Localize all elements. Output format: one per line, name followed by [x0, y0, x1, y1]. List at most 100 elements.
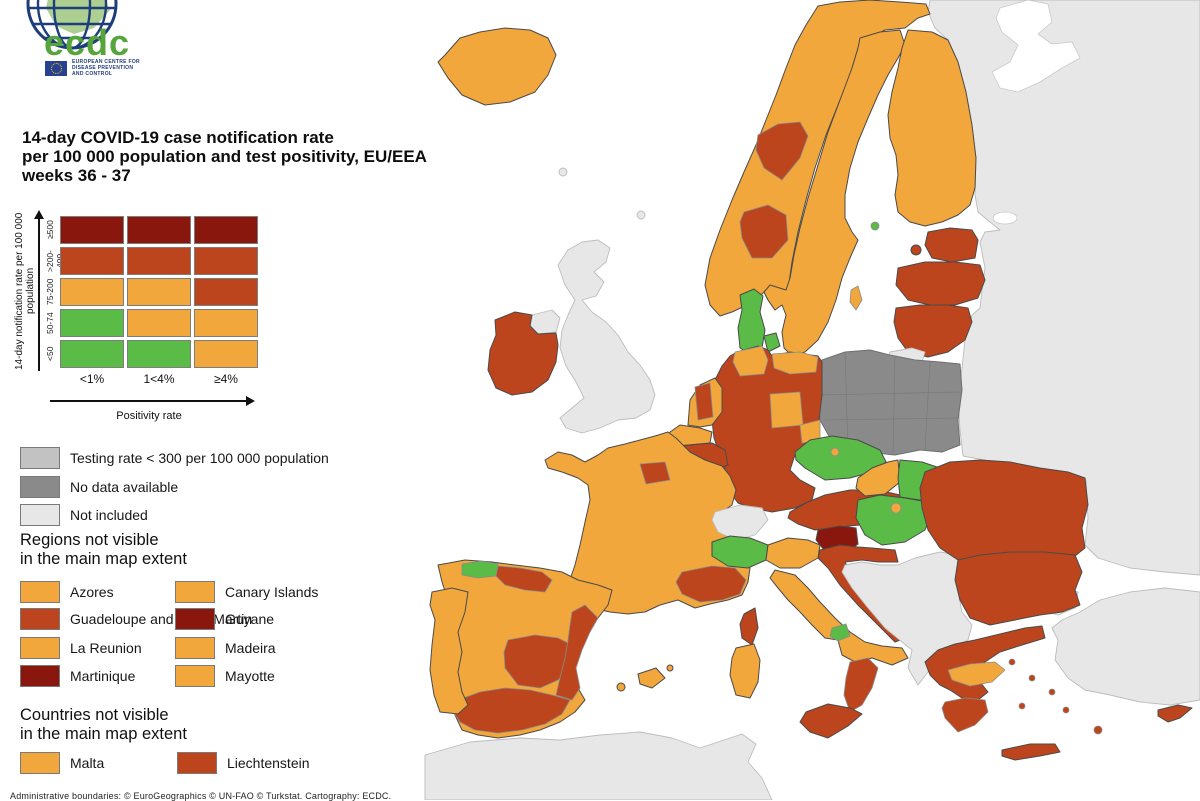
map-region-balearics: [637, 667, 666, 689]
map-region-valencia-murcia: [555, 604, 599, 701]
matrix-x-axis-label: Positivity rate: [116, 410, 182, 422]
map-region-paris: [639, 461, 671, 485]
map-region-faroe: [558, 167, 568, 177]
map-region-italy-peninsula: [769, 569, 909, 666]
map-region-estonia-islands: [910, 244, 922, 256]
no-data-swatch: [20, 476, 60, 498]
map-region-denmark: [737, 288, 766, 355]
map-region-greece: [924, 625, 1046, 701]
liechtenstein-swatch: [177, 752, 217, 774]
map-region-portugal: [429, 587, 469, 715]
ecdc-caption: EUROPEAN CENTRE FOR DISEASE PREVENTION A…: [72, 59, 140, 77]
legend-item-canary-islands: Canary Islands: [175, 581, 318, 603]
legend-item-mayotte: Mayotte: [175, 665, 275, 687]
poland-internal-borders: [819, 351, 961, 454]
eu-flag-icon: [45, 61, 67, 76]
map-region-molise: [829, 623, 851, 642]
map-region-estonia: [924, 227, 979, 263]
map-region-aegean-2: [1028, 674, 1036, 682]
map-region-italy-northeast: [765, 537, 821, 569]
map-region-norway-trondelag: [755, 121, 809, 181]
matrix-legend: 14-day notification rate per 100 000 pop…: [14, 210, 274, 430]
map-region-budapest: [890, 502, 902, 514]
testing-rate-swatch: [20, 447, 60, 469]
sea-white-sea: [991, 0, 1081, 93]
map-region-andalusia: [451, 687, 571, 734]
matrix-cell: [60, 278, 124, 306]
matrix-y-axis-line: [38, 219, 40, 371]
map-region-ibiza: [616, 682, 626, 692]
canary-islands-swatch: [175, 581, 215, 603]
map-region-asturias: [461, 560, 499, 579]
map-region-gotland: [849, 285, 863, 311]
map-region-corsica: [739, 607, 759, 646]
matrix-cell: [60, 309, 124, 337]
not-included-label: Not included: [70, 507, 148, 523]
guyane-label: Guyane: [225, 611, 275, 627]
madeira-label: Madeira: [225, 640, 276, 656]
matrix-y-axis-label: 14-day notification rate per 100 000 pop…: [14, 212, 36, 370]
ecdc-globe-logo: [26, 0, 118, 50]
map-region-sardinia: [729, 643, 761, 699]
mayotte-label: Mayotte: [225, 668, 275, 684]
map-region-aegean-3: [1048, 688, 1056, 696]
legend-panel: ecdc EUROPEAN CENTRE FOR DISEASE PREVENT…: [0, 0, 460, 800]
azores-swatch: [20, 581, 60, 603]
matrix-cell: [194, 278, 258, 306]
matrix-cell: [60, 247, 124, 275]
map-region-peloponnese: [941, 697, 989, 733]
map-region-finland: [887, 29, 977, 227]
map-region-aegean-4: [1018, 702, 1026, 710]
matrix-cell: [194, 340, 258, 368]
mayotte-swatch: [175, 665, 215, 687]
map-region-lithuania: [893, 304, 973, 358]
legend-item-azores: Azores: [20, 581, 114, 603]
malta-label: Malta: [70, 755, 105, 771]
legend-item-guyane: Guyane: [175, 608, 274, 630]
matrix-cell: [127, 216, 191, 244]
guadeloupe-label: Guadeloupe and Saint Martin: [70, 611, 253, 627]
countries-not-visible-heading: Countries not visible in the main map ex…: [20, 706, 187, 743]
matrix-x-axis-arrowhead: [246, 396, 255, 406]
matrix-cell: [127, 309, 191, 337]
map-region-sicily: [799, 703, 863, 739]
map-region-basque: [495, 565, 553, 593]
legend-item-la-reunion: La Reunion: [20, 637, 142, 659]
legend-item-madeira: Madeira: [175, 637, 276, 659]
martinique-swatch: [20, 665, 60, 687]
ecdc-wordmark: ecdc: [44, 22, 131, 63]
regions-not-visible-heading: Regions not visible in the main map exte…: [20, 531, 187, 568]
map-attribution: Administrative boundaries: © EuroGeograp…: [10, 791, 392, 801]
la-reunion-swatch: [20, 637, 60, 659]
map-region-norway-southeast: [739, 204, 789, 259]
map-region-netherlands-west: [694, 382, 714, 421]
matrix-y-axis-arrowhead: [34, 210, 44, 219]
legend-item-martinique: Martinique: [20, 665, 135, 687]
map-region-latvia: [895, 261, 986, 306]
map-region-turkey: [1051, 587, 1200, 706]
canary-islands-label: Canary Islands: [225, 584, 319, 600]
map-region-prague: [830, 447, 840, 457]
map-region-north-africa: [424, 731, 773, 800]
malta-swatch: [20, 752, 60, 774]
azores-label: Azores: [70, 584, 114, 600]
map-region-cyprus: [1157, 704, 1193, 723]
la-reunion-label: La Reunion: [70, 640, 142, 656]
map-region-germany-thuringia: [769, 391, 804, 429]
map-region-aegean-1: [1008, 658, 1016, 666]
matrix-cell: [60, 216, 124, 244]
madeira-swatch: [175, 637, 215, 659]
legend-item-guadeloupe: Guadeloupe and Saint Martin: [20, 608, 253, 630]
map-region-provence: [675, 565, 747, 603]
legend-item-not-included: Not included: [20, 504, 148, 526]
map-region-rhodes: [1093, 725, 1103, 735]
map-region-aland: [870, 221, 880, 231]
matrix-row-labels: ≥500 >200-499 75-200 50-74 <50: [45, 220, 65, 362]
map-region-germany-mecklenburg: [771, 351, 819, 375]
map-region-uk: [557, 239, 656, 434]
guyane-swatch: [175, 608, 215, 630]
map-region-germany-schleswig: [732, 345, 769, 377]
map-region-shetland: [636, 210, 646, 220]
map-region-calabria: [843, 657, 879, 713]
map-region-castilla-la-mancha: [503, 634, 573, 689]
